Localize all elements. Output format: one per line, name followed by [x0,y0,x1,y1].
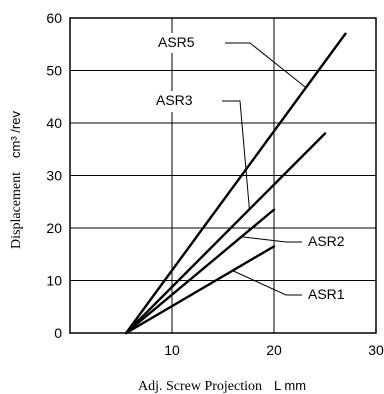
series-label-asr3: ASR3 [156,92,193,108]
x-axis-unit: L mm [274,378,306,393]
series-lines [124,32,347,335]
y-axis-label: Displacement cm³ /rev [7,111,24,249]
series-label-asr2: ASR2 [308,233,345,249]
y-axis-ticks: 0 10 20 30 40 50 60 [46,10,62,341]
leader-line-asr1 [232,270,302,296]
series-label-bg-asr5 [152,33,225,53]
x-axis-ticks: 10 20 30 [164,342,384,358]
leader-line-asr5 [225,42,307,89]
series-label-bg-asr1 [302,285,374,305]
leader-line-asr3 [222,100,250,210]
series-labels: ASR1 ASR2 ASR3 ASR5 [150,33,374,305]
x-axis-title: Adj. Screw Projection [138,379,262,394]
y-tick-label: 40 [46,115,62,131]
series-label-bg-asr3 [150,91,222,112]
x-axis-label: Adj. Screw Projection L mm [138,377,306,394]
series-line-asr3 [124,132,327,335]
series-label-bg-asr2 [302,232,374,252]
y-axis-unit: cm³ /rev [8,111,23,158]
x-tick-label: 30 [368,342,384,358]
y-tick-label: 60 [46,10,62,26]
y-tick-label: 30 [46,168,62,184]
plot-frame [69,17,377,334]
series-line-asr5 [124,32,347,335]
x-tick-label: 10 [164,342,180,358]
series-label-asr1: ASR1 [308,286,345,302]
y-axis-title: Displacement [9,172,24,249]
y-tick-label: 20 [46,220,62,236]
series-label-asr5: ASR5 [158,34,195,50]
series-line-asr1 [124,245,276,335]
series-line-asr2 [124,208,276,335]
y-tick-label: 0 [54,325,62,341]
y-tick-label: 10 [46,273,62,289]
leader-line-asr2 [241,236,302,243]
y-tick-label: 50 [46,63,62,79]
x-tick-label: 20 [266,342,282,358]
